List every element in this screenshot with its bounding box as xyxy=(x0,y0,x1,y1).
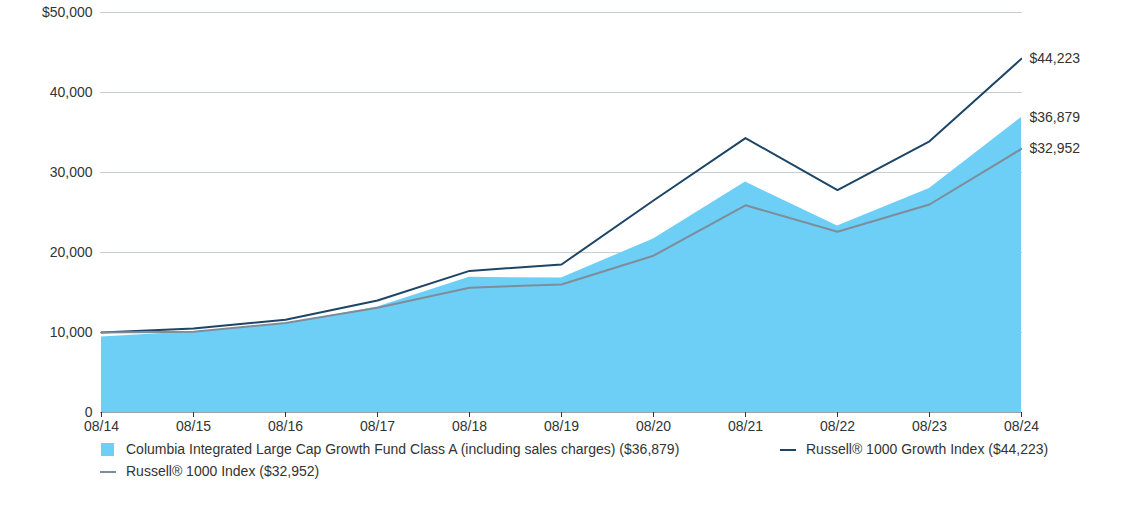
svg-text:08/14: 08/14 xyxy=(84,418,119,434)
svg-text:$36,879: $36,879 xyxy=(1030,109,1081,125)
html-text:Russell® 1000 Index ($32,952): Russell® 1000 Index ($32,952) xyxy=(126,463,320,479)
svg-text:08/19: 08/19 xyxy=(544,418,579,434)
svg-text:08/22: 08/22 xyxy=(820,418,855,434)
svg-text:10,000: 10,000 xyxy=(50,324,93,340)
svg-text:$32,952: $32,952 xyxy=(1030,140,1081,156)
svg-text:0: 0 xyxy=(84,404,93,420)
html-text:Columbia Integrated Large Cap: Columbia Integrated Large Cap Growth Fun… xyxy=(126,441,680,457)
svg-text:40,000: 40,000 xyxy=(50,84,93,100)
svg-text:08/16: 08/16 xyxy=(268,418,303,434)
svg-text:08/18: 08/18 xyxy=(452,418,487,434)
svg-text:08/24: 08/24 xyxy=(1004,418,1039,434)
svg-text:08/23: 08/23 xyxy=(912,418,947,434)
svg-text:08/15: 08/15 xyxy=(176,418,211,434)
html-text:Russell® 1000 Growth Index ($4: Russell® 1000 Growth Index ($44,223) xyxy=(806,441,1049,457)
svg-text:$44,223: $44,223 xyxy=(1030,50,1081,66)
svg-text:20,000: 20,000 xyxy=(50,244,93,260)
svg-text:$50,000: $50,000 xyxy=(42,4,93,20)
svg-text:08/20: 08/20 xyxy=(636,418,671,434)
svg-text:30,000: 30,000 xyxy=(50,164,93,180)
svg-text:08/17: 08/17 xyxy=(360,418,395,434)
svg-text:08/21: 08/21 xyxy=(728,418,763,434)
